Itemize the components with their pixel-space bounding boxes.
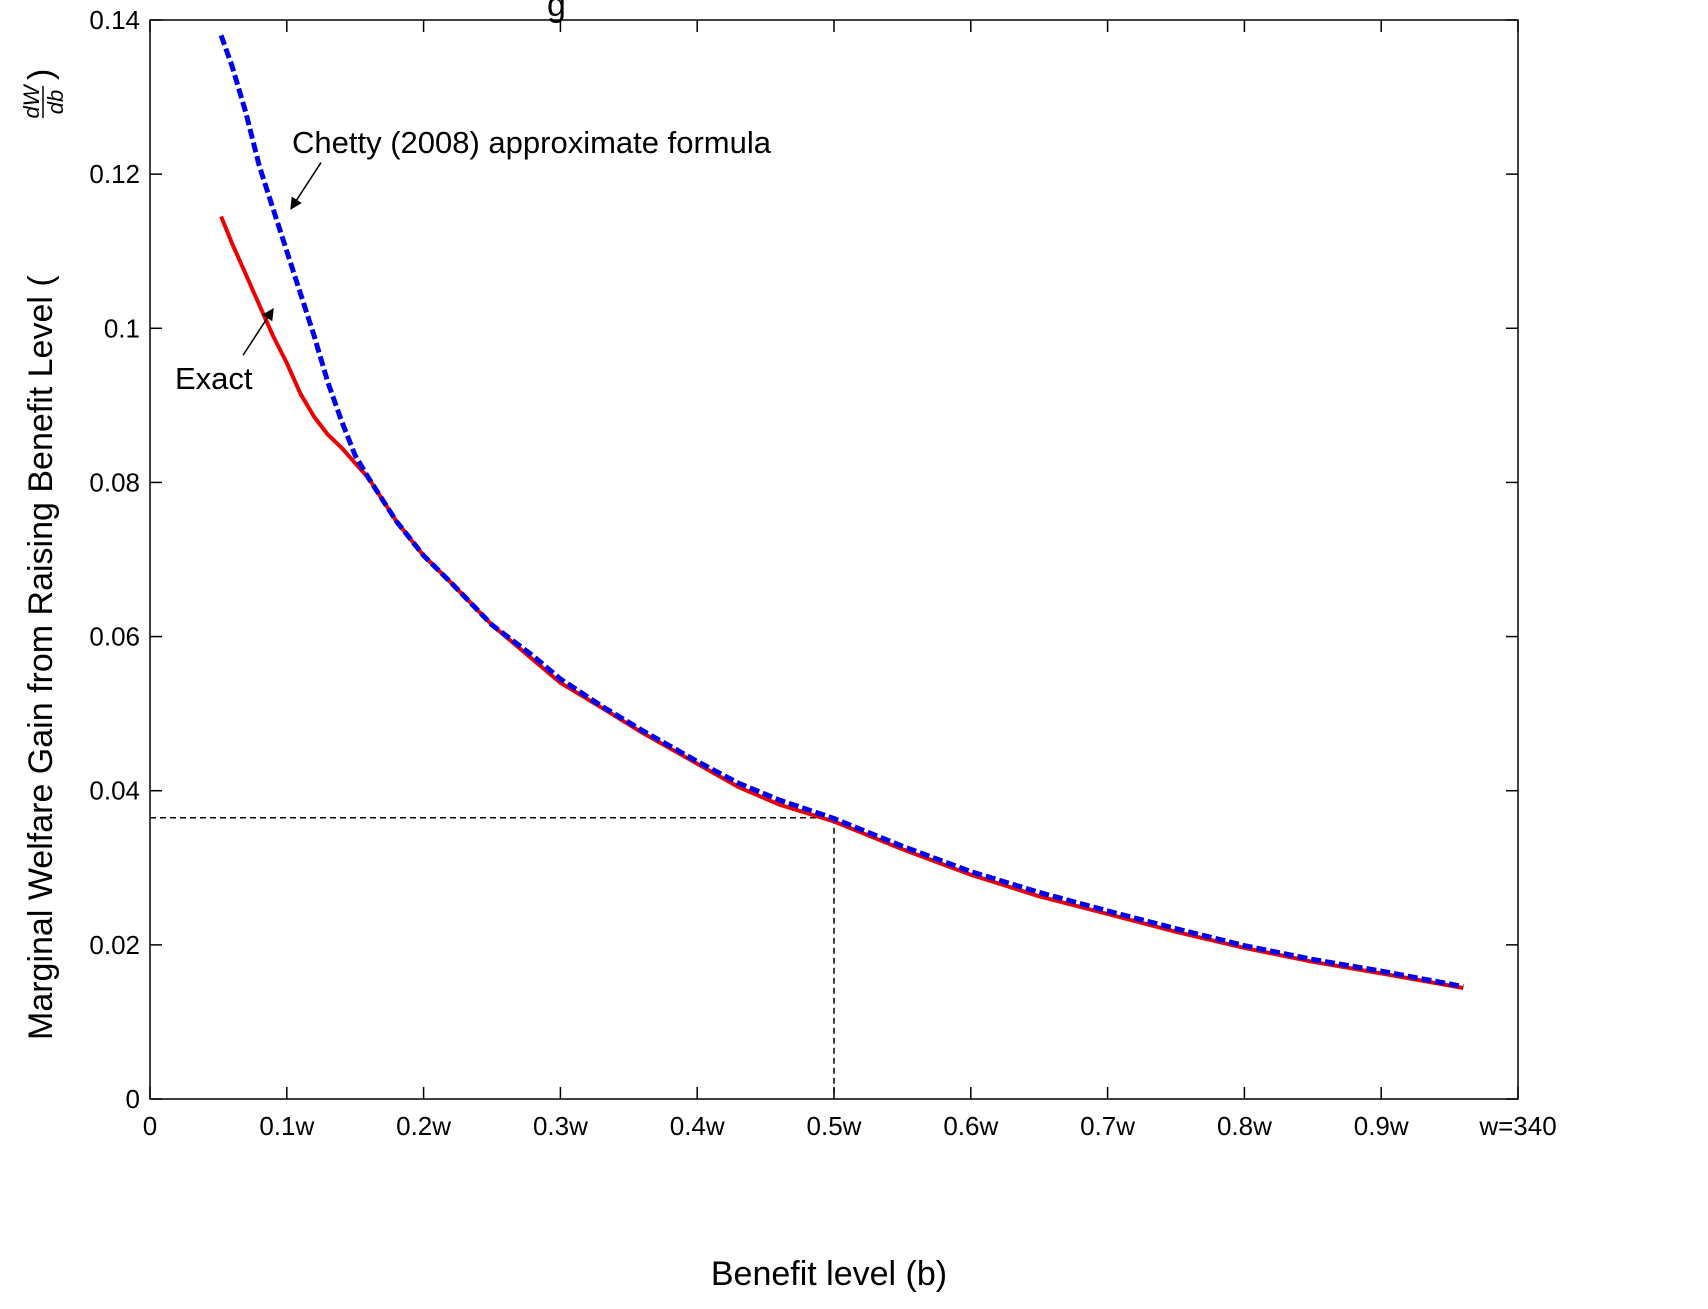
y-tick-label: 0.14 bbox=[89, 5, 140, 35]
x-tick-label: 0.8w bbox=[1217, 1111, 1272, 1141]
x-tick-label: 0.1w bbox=[259, 1111, 314, 1141]
annotation-exact-arrow bbox=[242, 308, 274, 356]
x-tick-label: 0.9w bbox=[1354, 1111, 1409, 1141]
y-axis-title-close: ) bbox=[22, 69, 60, 80]
annotation-layer: Chetty (2008) approximate formula Exact bbox=[175, 125, 772, 396]
annotation-chetty-arrow bbox=[290, 162, 322, 210]
y-tick-label: 0.04 bbox=[89, 776, 140, 806]
y-axis-fraction-numerator: dW bbox=[19, 83, 44, 118]
x-tick-label: 0.6w bbox=[943, 1111, 998, 1141]
plot-frame bbox=[149, 19, 1519, 1100]
annotation-chetty-label: Chetty (2008) approximate formula bbox=[292, 125, 772, 160]
y-tick-label: 0.12 bbox=[89, 159, 140, 189]
y-tick-label: 0.06 bbox=[89, 622, 140, 652]
y-axis-title: Marginal Welfare Gain from Raising Benef… bbox=[22, 275, 60, 1040]
x-tick-label: 0.7w bbox=[1080, 1111, 1135, 1141]
x-tick-label: 0.4w bbox=[670, 1111, 725, 1141]
series-line-chetty-2008-approximate-formula bbox=[218, 34, 1464, 989]
y-tick-label: 0.1 bbox=[104, 313, 140, 343]
series-line-exact bbox=[219, 215, 1464, 990]
x-tick-label: 0.2w bbox=[396, 1111, 451, 1141]
series-layer bbox=[218, 34, 1464, 990]
annotation-exact-label: Exact bbox=[175, 361, 253, 396]
x-tick-label: 0.3w bbox=[533, 1111, 588, 1141]
y-tick-label: 0.02 bbox=[89, 930, 140, 960]
y-axis-title-group: Marginal Welfare Gain from Raising Benef… bbox=[19, 69, 68, 1040]
x-tick-label: 0.5w bbox=[807, 1111, 862, 1141]
y-tick-label: 0.08 bbox=[89, 467, 140, 497]
x-tick-label: w=340 bbox=[1478, 1111, 1556, 1141]
reference-lines bbox=[150, 816, 835, 1099]
chart-title-fragment: g bbox=[547, 0, 566, 24]
y-axis-fraction-denominator: db bbox=[43, 90, 68, 114]
y-tick-label: 0 bbox=[126, 1084, 140, 1114]
axes-layer: 0 0.1w 0.2w 0.3w 0.4w 0.5w 0.6w 0.7w 0.8w 0.9w w=3… bbox=[19, 0, 1557, 1293]
x-axis-title: Benefit level (b) bbox=[711, 1255, 947, 1293]
x-tick-label: 0 bbox=[143, 1111, 157, 1141]
